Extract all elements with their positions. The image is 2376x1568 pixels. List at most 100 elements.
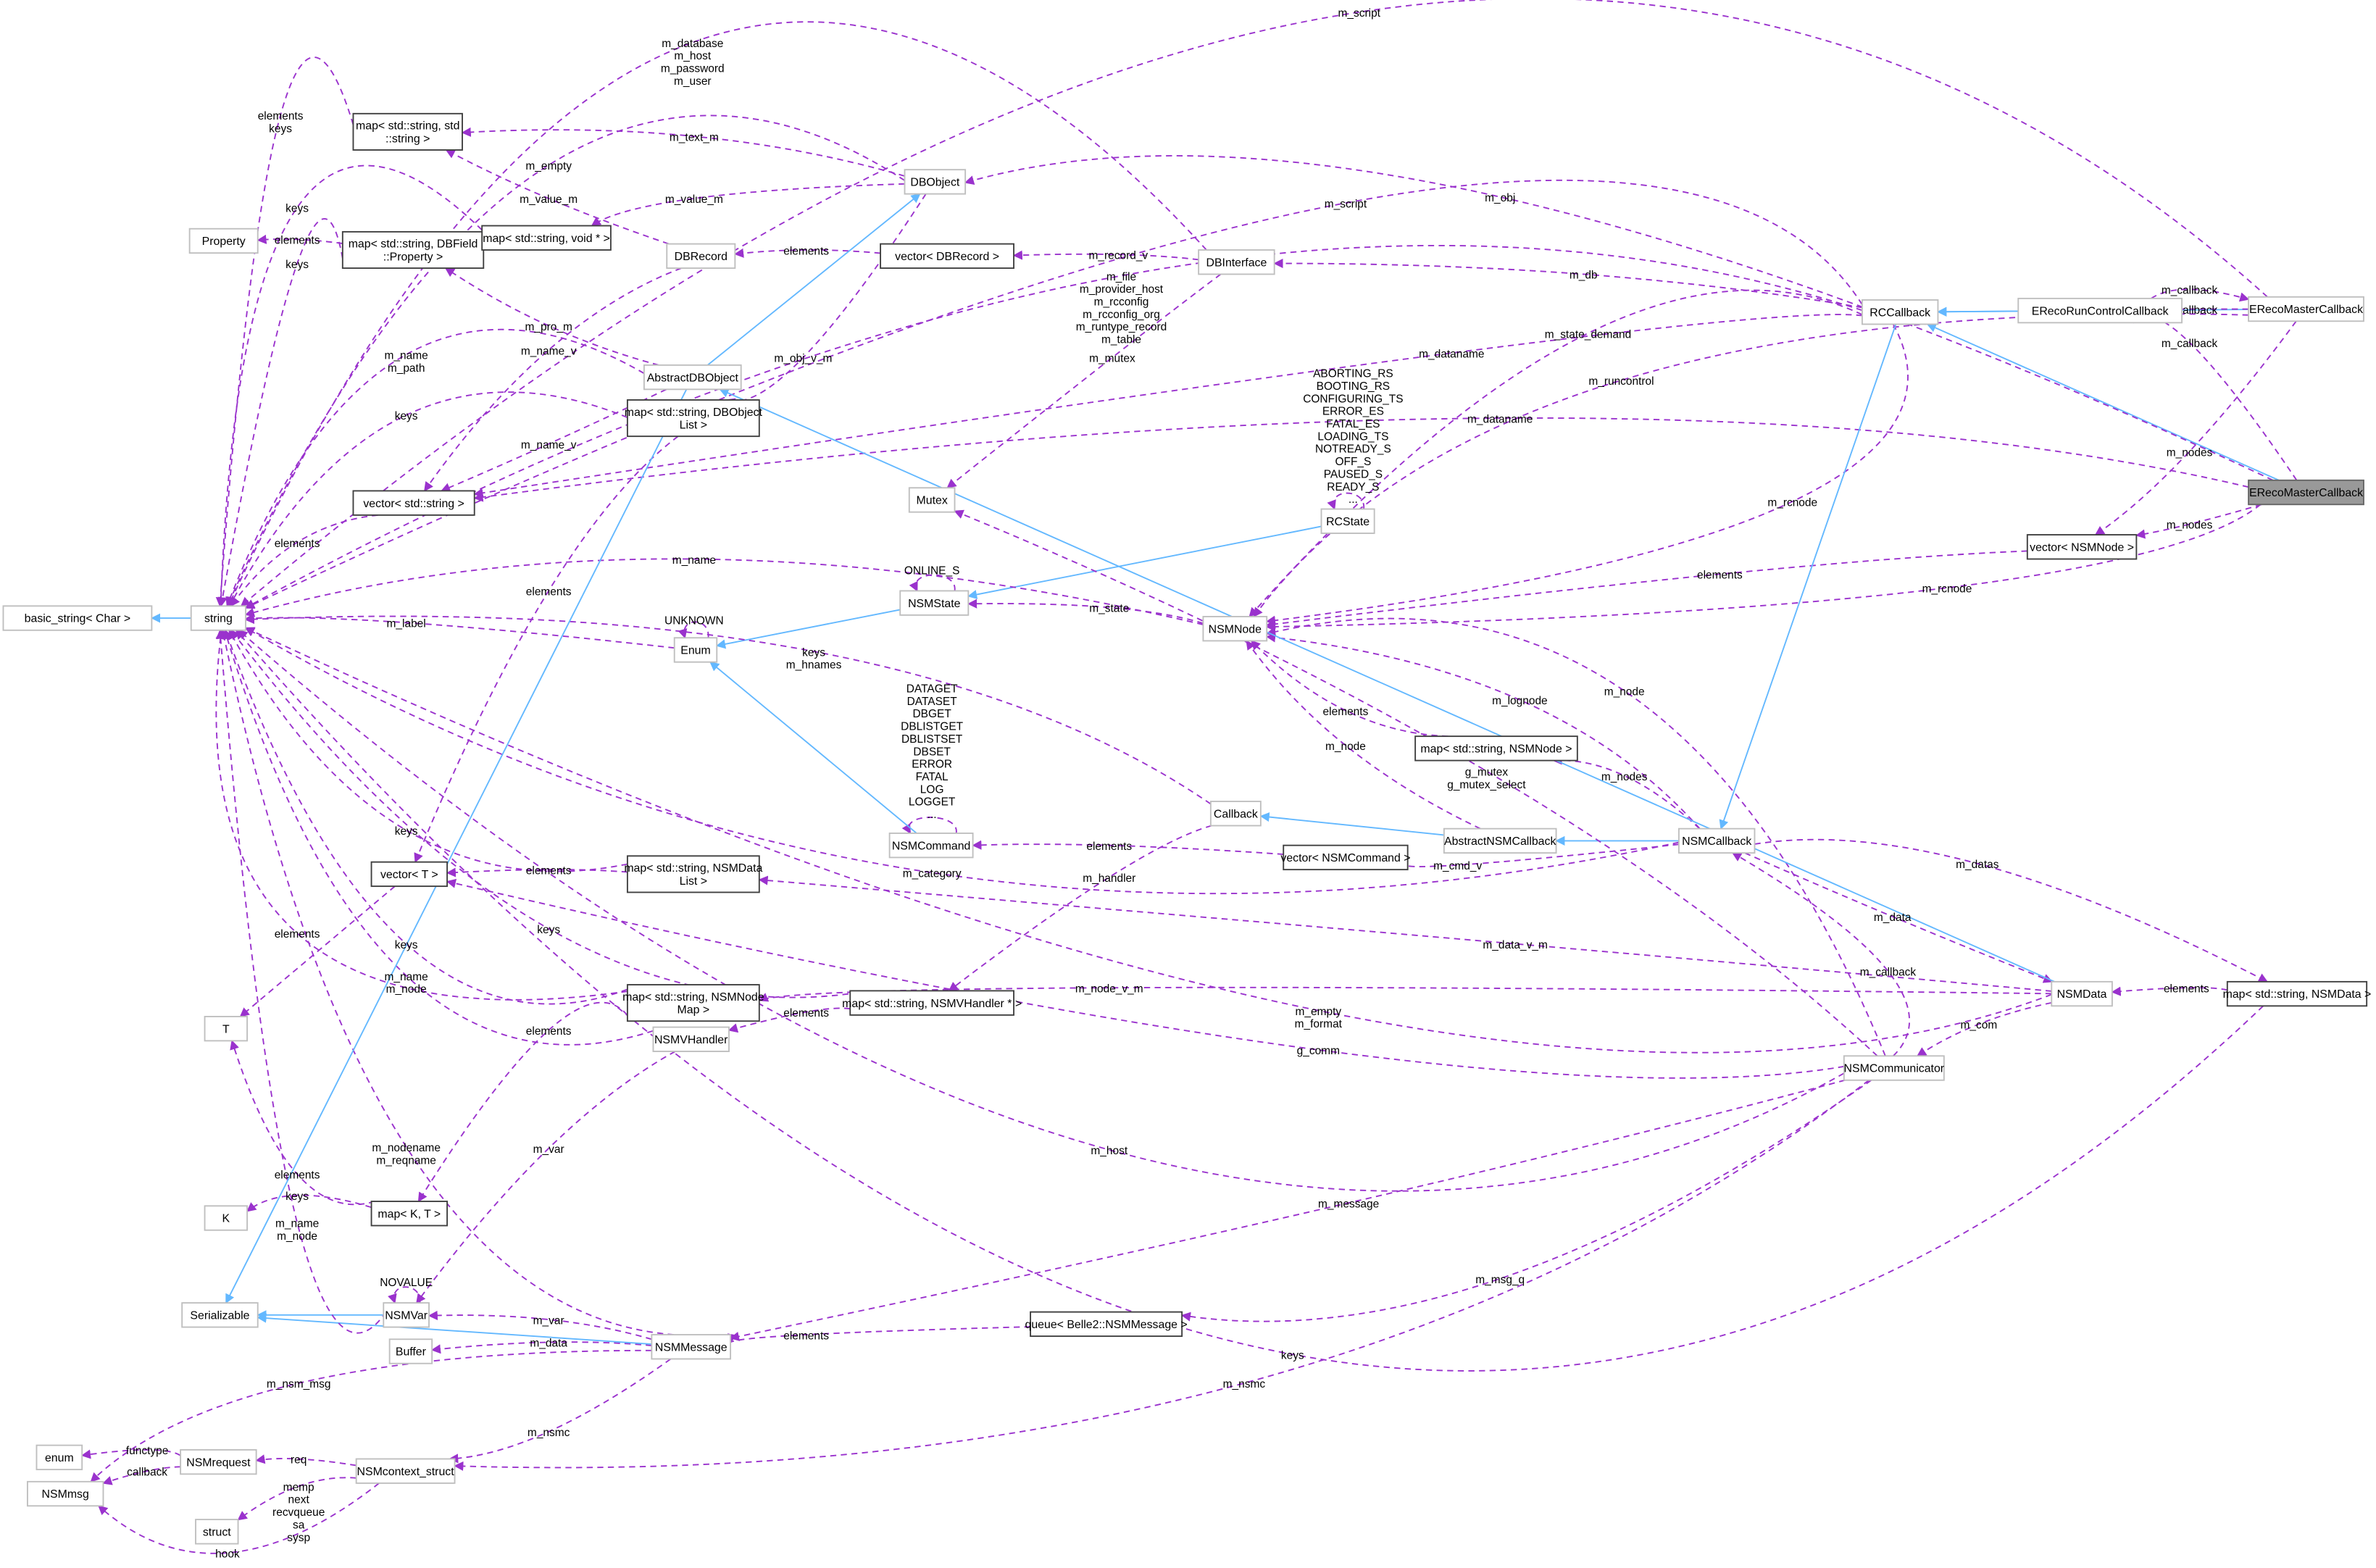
edge-label-line: elements	[783, 1330, 829, 1342]
class-node-dbrecord[interactable]: DBRecord	[666, 243, 736, 270]
class-node-serializable[interactable]: Serializable	[181, 1302, 259, 1328]
edge-label-line: m_runcontrol	[1588, 375, 1654, 388]
edge-label: m_var	[533, 1314, 564, 1327]
class-node-queue[interactable]: queue< Belle2::NSMMessage >	[1025, 1311, 1188, 1338]
class-node-nsmcallback[interactable]: NSMCallback	[1677, 827, 1756, 854]
node-label: map< K, T >	[378, 1208, 441, 1220]
edge-label-line: m_label	[387, 618, 426, 630]
edge-label-line: ONLINE_S	[904, 564, 960, 577]
edge-label: m_name m_node	[275, 1218, 319, 1243]
node-box	[2051, 980, 2113, 1007]
member-edge	[257, 234, 343, 245]
class-node-erecomaster[interactable]: ERecoMasterCallback	[2248, 479, 2364, 506]
class-node-abstractdbobject[interactable]: AbstractDBObject	[643, 364, 742, 391]
class-node-nsmmsg[interactable]: NSMmsg	[26, 1480, 104, 1507]
inheritance-edge	[1719, 324, 1897, 830]
class-node-nsmcommand[interactable]: NSMCommand	[888, 833, 974, 859]
class-node-nsmnode[interactable]: NSMNode	[1202, 616, 1268, 642]
edge-label: m_var	[533, 1143, 564, 1156]
class-node-map-prop[interactable]: map< std::string, DBField::Property >	[341, 230, 485, 270]
member-edge	[473, 314, 1863, 498]
node-label: NSMState	[908, 598, 961, 610]
node-box	[908, 487, 956, 513]
node-label: vector< T >	[380, 869, 438, 881]
edge-label-line: ...	[1349, 493, 1358, 506]
class-node-rcstate[interactable]: RCState	[1320, 508, 1375, 534]
edge-label-line: DBLISTGET	[901, 721, 964, 733]
class-node-k[interactable]: K	[204, 1205, 249, 1231]
edge-label-line: DBSET	[913, 746, 951, 758]
node-box	[1861, 299, 1939, 325]
class-node-erecorun[interactable]: ERecoRunControlCallback	[2017, 297, 2183, 324]
edge-label: callback	[127, 1466, 167, 1478]
node-label: NSMVHandler	[654, 1034, 728, 1046]
class-node-nsmcommunicator[interactable]: NSMCommunicator	[1843, 1055, 1945, 1081]
edge-label-line: elements	[1086, 841, 1132, 853]
class-node-map-kt[interactable]: map< K, T >	[370, 1201, 449, 1227]
edge-label-line: elements	[275, 1169, 320, 1182]
node-label: basic_string< Char >	[25, 613, 130, 625]
edge-label-line: ...	[928, 809, 937, 821]
class-node-map-dbobjlist[interactable]: map< std::string, DBObject List >	[625, 399, 763, 438]
class-node-map-nsmnode[interactable]: map< std::string, NSMNode >	[1414, 735, 1578, 762]
edge-label: m_name_v	[521, 345, 577, 357]
class-node-rccallback[interactable]: RCCallback	[1861, 299, 1939, 325]
member-edge	[238, 629, 1845, 1192]
class-node-basic-string[interactable]: basic_string< Char >	[2, 605, 153, 631]
node-label: vector< NSMCommand >	[1280, 852, 1410, 864]
member-edge	[591, 183, 905, 227]
node-label: K	[222, 1213, 230, 1225]
class-node-vec-nsmnode[interactable]: vector< NSMNode >	[2026, 534, 2138, 560]
class-node-nsmcontext[interactable]: NSMcontext_struct	[355, 1458, 456, 1484]
edge-label-line: FATAL	[916, 771, 949, 783]
class-node-enum-l[interactable]: enum	[36, 1444, 83, 1471]
node-box	[666, 243, 736, 270]
class-node-nsmvar[interactable]: NSMVar	[383, 1302, 430, 1328]
node-box	[352, 490, 475, 516]
class-node-vec-t[interactable]: vector< T >	[370, 861, 449, 888]
edge-label-line: m_var	[533, 1314, 564, 1327]
class-node-nsmrequest[interactable]: NSMrequest	[180, 1448, 257, 1475]
class-node-map-datalist[interactable]: map< std::string, NSMData List >	[624, 855, 763, 893]
node-box	[1209, 801, 1262, 827]
class-node-erecomaster-top[interactable]: ERecoMasterCallback	[2248, 296, 2364, 322]
class-node-enum[interactable]: Enum	[673, 637, 718, 663]
edge-label-line: m_node	[277, 1230, 317, 1243]
class-node-dbinterface[interactable]: DBInterface	[1198, 249, 1275, 275]
edge-label: keys	[285, 1190, 309, 1203]
class-node-abstractnsmcallback[interactable]: AbstractNSMCallback	[1443, 827, 1557, 854]
class-node-nsmvhandler[interactable]: NSMVHandler	[652, 1026, 730, 1052]
class-node-dbobject[interactable]: DBObject	[904, 169, 967, 195]
class-node-map-ss[interactable]: map< std::string, std::string >	[352, 112, 463, 151]
node-label: NSMMessage	[655, 1341, 728, 1354]
node-label: NSMcontext_struct	[357, 1466, 455, 1478]
member-edge	[416, 1051, 676, 1304]
class-node-nsmmessage[interactable]: NSMMessage	[651, 1334, 732, 1360]
class-node-map-vhandler[interactable]: map< std::string, NSMVHandler * >	[842, 990, 1022, 1016]
class-node-map-nsmdata[interactable]: map< std::string, NSMData >	[2223, 980, 2372, 1007]
edge-label-line: elements	[258, 110, 304, 122]
class-node-vec-dbrecord[interactable]: vector< DBRecord >	[880, 243, 1014, 270]
member-edge	[80, 1448, 181, 1459]
class-node-string[interactable]: string	[190, 605, 246, 631]
class-node-mutex[interactable]: Mutex	[908, 487, 956, 513]
class-node-property[interactable]: Property	[188, 228, 259, 254]
class-node-t[interactable]: T	[204, 1016, 249, 1042]
class-node-callback[interactable]: Callback	[1209, 801, 1262, 827]
class-node-nsmstate[interactable]: NSMState	[899, 590, 970, 616]
edge-label-line: m_value_m	[665, 193, 723, 206]
class-node-vec-nsmcommand[interactable]: vector< NSMCommand >	[1280, 844, 1411, 871]
edge-label-line: m_category	[903, 868, 962, 880]
class-node-map-void[interactable]: map< std::string, void * >	[481, 225, 612, 251]
class-node-struct[interactable]: struct	[195, 1519, 239, 1545]
node-box	[651, 1334, 732, 1360]
edge-label: ABORTING_RS BOOTING_RS CONFIGURING_TS ERROR…	[1303, 368, 1403, 506]
node-box	[626, 984, 760, 1022]
node-label-line: vector< std::string >	[363, 498, 464, 510]
class-node-vec-string[interactable]: vector< std::string >	[352, 490, 475, 516]
edge-label: m_node_v_m	[1075, 983, 1143, 995]
class-node-map-nodemap[interactable]: map< std::string, NSMNode Map >	[622, 984, 764, 1022]
class-node-buffer[interactable]: Buffer	[388, 1338, 433, 1364]
edge-label-line: m_name	[385, 350, 428, 362]
class-node-nsmdata[interactable]: NSMData	[2051, 980, 2113, 1007]
